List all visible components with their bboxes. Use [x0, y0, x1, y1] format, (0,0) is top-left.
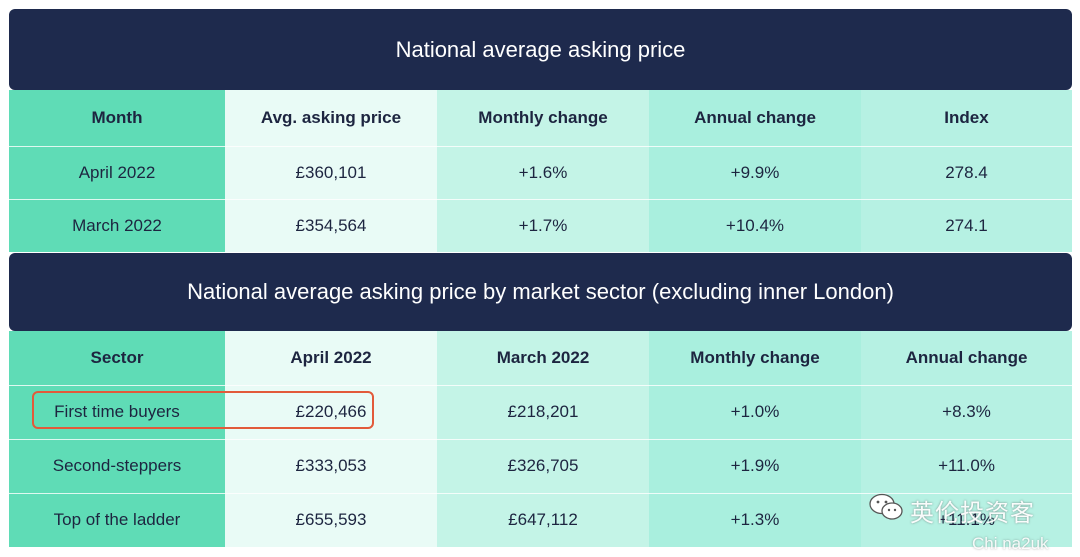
table1-title: National average asking price	[9, 9, 1072, 90]
cell-annual-change: +11.0%	[861, 439, 1072, 494]
header-monthly-change: Monthly change	[649, 331, 861, 386]
cell-index: 278.4	[861, 146, 1072, 200]
table-row: First time buyers £220,466 £218,201 +1.0…	[9, 385, 1072, 440]
cell-sector: Second-steppers	[9, 439, 225, 494]
header-sector: Sector	[9, 331, 225, 386]
cell-sector: First time buyers	[9, 385, 225, 440]
cell-april-price: £333,053	[225, 439, 437, 494]
cell-sector: Top of the ladder	[9, 493, 225, 548]
header-april-2022: April 2022	[225, 331, 437, 386]
header-monthly-change: Monthly change	[437, 90, 649, 147]
table-header-row: Sector April 2022 March 2022 Monthly cha…	[9, 331, 1072, 386]
cell-month: March 2022	[9, 199, 225, 253]
market-sector-table: Sector April 2022 March 2022 Monthly cha…	[9, 331, 1072, 548]
cell-index: 274.1	[861, 199, 1072, 253]
watermark-text: 英伦投资客	[910, 499, 1035, 527]
cell-annual-change: +9.9%	[649, 146, 861, 200]
table2-title: National average asking price by market …	[9, 253, 1072, 331]
cell-monthly-change: +1.6%	[437, 146, 649, 200]
national-average-table: Month Avg. asking price Monthly change A…	[9, 90, 1072, 253]
cell-annual-change: +11.1%	[861, 493, 1072, 548]
table-row: April 2022 £360,101 +1.6% +9.9% 278.4	[9, 146, 1072, 200]
cell-price: £360,101	[225, 146, 437, 200]
header-month: Month	[9, 90, 225, 147]
header-annual-change: Annual change	[861, 331, 1072, 386]
header-avg-asking-price: Avg. asking price	[225, 90, 437, 147]
cell-month: April 2022	[9, 146, 225, 200]
cell-march-price: £326,705	[437, 439, 649, 494]
cell-april-price: £655,593	[225, 493, 437, 548]
header-march-2022: March 2022	[437, 331, 649, 386]
cell-annual-change: +8.3%	[861, 385, 1072, 440]
cell-march-price: £218,201	[437, 385, 649, 440]
wechat-icon	[869, 493, 903, 520]
table-header-row: Month Avg. asking price Monthly change A…	[9, 90, 1072, 147]
cell-price: £354,564	[225, 199, 437, 253]
cell-monthly-change: +1.7%	[437, 199, 649, 253]
first-time-buyers-highlight	[32, 391, 374, 429]
table-row: March 2022 £354,564 +1.7% +10.4% 274.1	[9, 199, 1072, 253]
cell-annual-change: +10.4%	[649, 199, 861, 253]
header-index: Index	[861, 90, 1072, 147]
watermark-subtext: Chi na2uk	[972, 534, 1049, 553]
cell-monthly-change: +1.0%	[649, 385, 861, 440]
cell-monthly-change: +1.9%	[649, 439, 861, 494]
cell-monthly-change: +1.3%	[649, 493, 861, 548]
table-row: Second-steppers £333,053 £326,705 +1.9% …	[9, 439, 1072, 494]
cell-march-price: £647,112	[437, 493, 649, 548]
cell-april-price: £220,466	[225, 385, 437, 440]
header-annual-change: Annual change	[649, 90, 861, 147]
table-row: Top of the ladder £655,593 £647,112 +1.3…	[9, 493, 1072, 548]
